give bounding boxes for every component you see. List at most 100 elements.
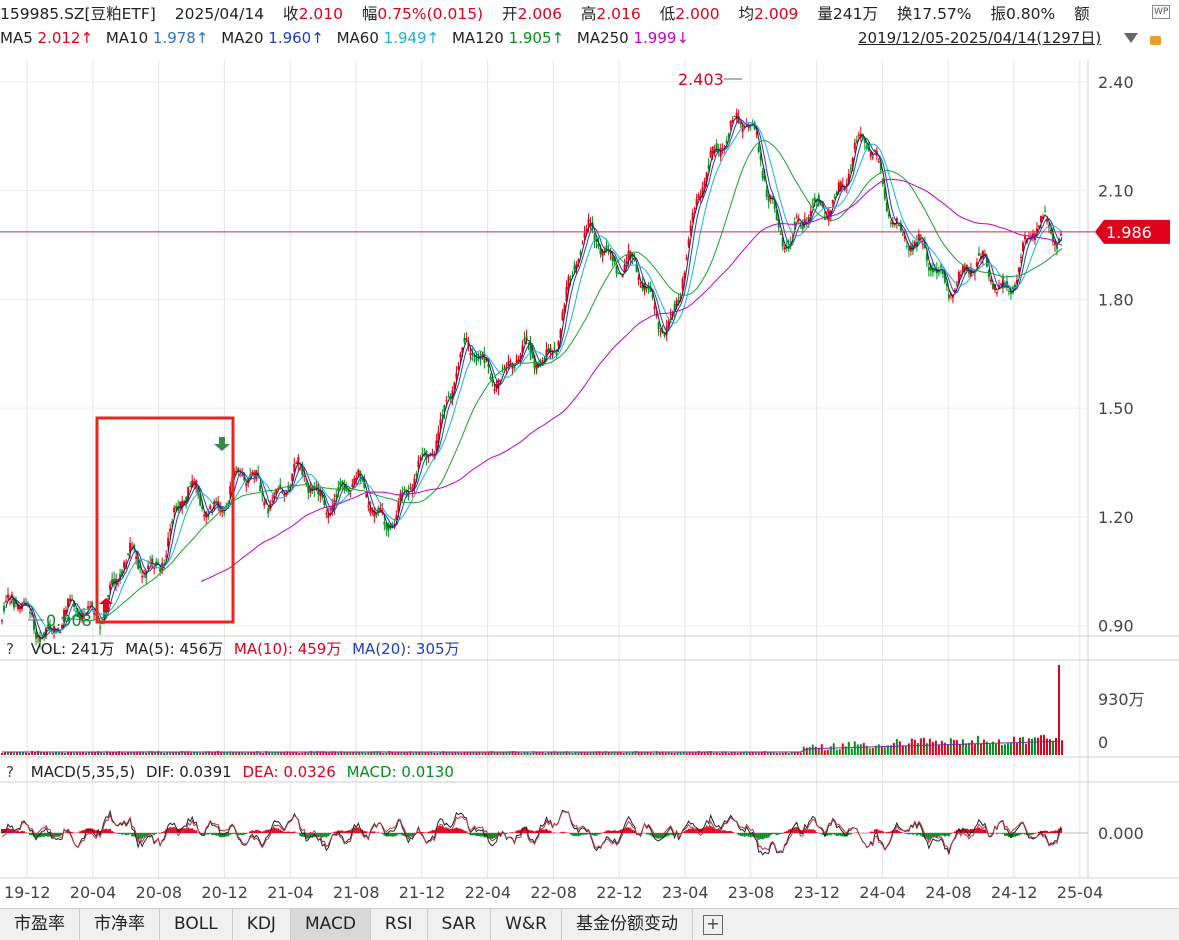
tab-1[interactable]: 市净率 bbox=[80, 909, 160, 940]
volume-bar bbox=[268, 752, 270, 755]
volume-bar bbox=[884, 747, 886, 755]
volume-bar bbox=[220, 752, 222, 755]
tab-2[interactable]: BOLL bbox=[160, 909, 233, 940]
candle-body bbox=[722, 148, 724, 149]
volume-bar bbox=[130, 752, 132, 755]
candle-body bbox=[920, 235, 922, 236]
macd-bar bbox=[914, 833, 916, 834]
candle-body bbox=[640, 286, 642, 287]
volume-bar bbox=[34, 752, 36, 755]
candle-body bbox=[159, 569, 161, 572]
macd-bar bbox=[281, 831, 283, 833]
macd-bar bbox=[814, 830, 816, 833]
macd-bar bbox=[381, 833, 383, 834]
candle-body bbox=[361, 478, 363, 481]
macd-bar bbox=[461, 829, 463, 833]
candle-body bbox=[341, 481, 343, 482]
candle-body bbox=[259, 485, 261, 491]
macd-bar bbox=[1018, 833, 1020, 835]
candle-body bbox=[153, 568, 155, 569]
macd-bar bbox=[564, 832, 566, 833]
candle-body bbox=[173, 508, 175, 513]
macd-bar bbox=[399, 833, 401, 834]
tab-6[interactable]: SAR bbox=[428, 909, 492, 940]
macd-bar bbox=[141, 833, 143, 839]
volume-bar bbox=[686, 753, 688, 755]
volume-bar bbox=[839, 749, 841, 755]
volume-bar bbox=[911, 739, 913, 755]
help-icon[interactable]: ? bbox=[6, 761, 20, 783]
candle-body bbox=[513, 367, 515, 368]
vol-ma10: MA(10): 459万 bbox=[234, 640, 341, 658]
x-tick-label: 25-04 bbox=[1057, 883, 1104, 902]
volume-bar bbox=[869, 748, 871, 755]
macd-bar bbox=[944, 833, 946, 837]
volume-bar bbox=[995, 744, 997, 755]
macd-bar bbox=[393, 833, 395, 837]
macd-bar bbox=[882, 831, 884, 833]
candle-body bbox=[215, 501, 217, 504]
ma250-line bbox=[201, 179, 1062, 581]
x-tick-label: 21-08 bbox=[333, 883, 380, 902]
macd-bar bbox=[784, 832, 786, 833]
macd-bar bbox=[788, 830, 790, 833]
macd-bar bbox=[401, 833, 403, 836]
candle-body bbox=[818, 195, 820, 202]
macd-bar bbox=[546, 829, 548, 833]
volume-bar bbox=[271, 752, 273, 755]
macd-header: ? MACD(5,35,5) DIF: 0.0391 DEA: 0.0326 M… bbox=[0, 761, 1179, 783]
candle-body bbox=[654, 306, 656, 309]
macd-bar bbox=[782, 833, 784, 834]
add-tab-icon[interactable]: + bbox=[703, 915, 723, 935]
volume-bar bbox=[178, 752, 180, 755]
macd-bar bbox=[423, 832, 425, 833]
volume-bar bbox=[199, 753, 201, 755]
volume-bar bbox=[223, 752, 225, 755]
price-tick-label: 2.40 bbox=[1098, 73, 1134, 92]
volume-bar bbox=[1, 753, 3, 755]
volume-bar bbox=[1046, 739, 1048, 755]
candle-body bbox=[582, 242, 584, 243]
tab-3[interactable]: KDJ bbox=[233, 909, 291, 940]
macd-bar bbox=[586, 833, 588, 835]
candle-body bbox=[509, 361, 511, 362]
macd-bar bbox=[938, 833, 940, 837]
volume-bar bbox=[385, 753, 387, 755]
candle-body bbox=[908, 249, 910, 251]
macd-bar bbox=[684, 831, 686, 833]
help-icon[interactable]: ? bbox=[6, 638, 20, 660]
volume-bar bbox=[713, 753, 715, 755]
volume-bar bbox=[980, 744, 982, 755]
volume-bar bbox=[827, 750, 829, 755]
macd-bar bbox=[287, 831, 289, 833]
tab-4[interactable]: MACD bbox=[291, 909, 371, 940]
volume-bar bbox=[788, 753, 790, 755]
macd-bar bbox=[582, 833, 584, 835]
volume-bar bbox=[749, 752, 751, 755]
macd-bar bbox=[189, 829, 191, 833]
tab-8[interactable]: 基金份额变动 bbox=[562, 909, 693, 940]
macd-bar bbox=[1004, 833, 1006, 836]
volume-bar bbox=[460, 753, 462, 755]
candle-body bbox=[421, 454, 423, 455]
macd-bar bbox=[273, 828, 275, 833]
tab-0[interactable]: 市盈率 bbox=[0, 909, 80, 940]
candle-body bbox=[1020, 257, 1022, 258]
macd-bar bbox=[163, 831, 165, 833]
macd-bar bbox=[471, 833, 473, 835]
macd-bar bbox=[618, 831, 620, 833]
macd-bar bbox=[255, 830, 257, 833]
candle-body bbox=[1008, 291, 1010, 292]
volume-bar bbox=[43, 752, 45, 755]
macd-bar bbox=[113, 832, 115, 833]
candle-body bbox=[445, 400, 447, 401]
candle-body bbox=[223, 512, 225, 513]
volume-bar bbox=[526, 752, 528, 755]
tab-5[interactable]: RSI bbox=[371, 909, 428, 940]
macd-bar bbox=[772, 833, 774, 834]
macd-bar bbox=[389, 833, 391, 836]
macd-bar bbox=[832, 833, 834, 834]
volume-bar bbox=[415, 752, 417, 755]
tab-7[interactable]: W&R bbox=[491, 909, 562, 940]
